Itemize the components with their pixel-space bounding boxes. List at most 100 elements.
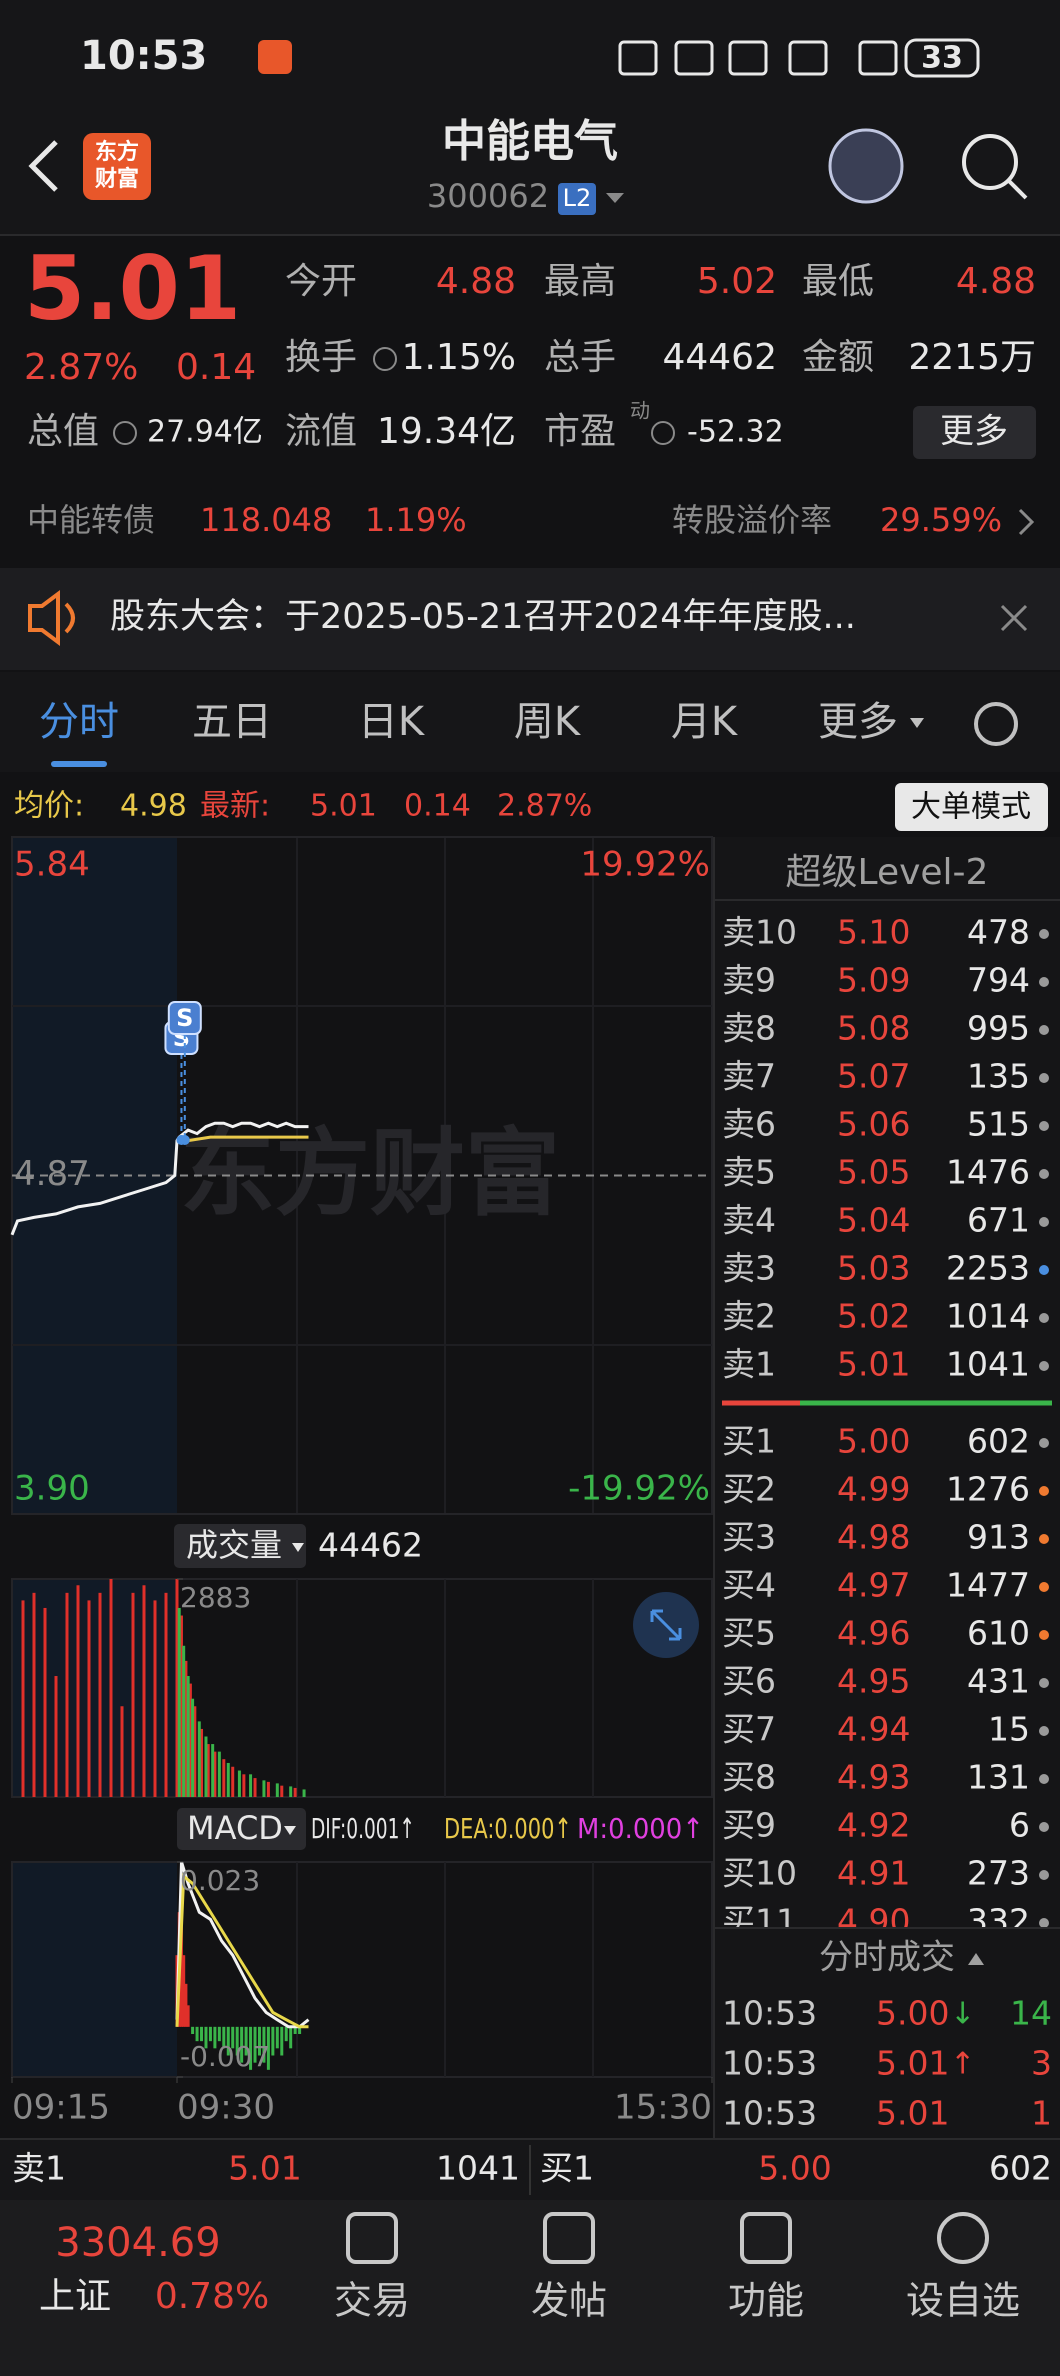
macd-bar	[231, 2026, 235, 2049]
tabs-0[interactable]: 分时	[39, 699, 119, 745]
volume-bar	[182, 1645, 186, 1797]
summary-avg: 4.98	[120, 789, 187, 824]
bond-premium: 29.59%	[880, 501, 1002, 539]
volume-bar	[204, 1736, 208, 1797]
macd-selector[interactable]	[177, 1808, 306, 1850]
order-book-asks-0-price: 5.10	[837, 913, 910, 952]
order-book-bids-7-price: 4.93	[837, 1758, 910, 1797]
nav-items-2[interactable]: 功能	[728, 2279, 804, 2323]
mode-button[interactable]	[895, 783, 1048, 831]
trades-rows-0-volume: 14	[1010, 1994, 1052, 2033]
back-button[interactable]	[28, 140, 58, 192]
order-book-bids-1-volume: 1276	[946, 1470, 1030, 1509]
nav-index-value[interactable]: 3304.69	[55, 2220, 220, 2266]
assistant-avatar[interactable]	[828, 128, 904, 204]
volume-bar	[65, 1592, 69, 1797]
expand-icon	[650, 1609, 682, 1641]
order-book-bids-8-label: 买9	[722, 1806, 776, 1845]
order-book-bids-0-volume: 602	[967, 1422, 1030, 1461]
volume-bar	[43, 1607, 47, 1797]
tabs-1[interactable]: 五日	[192, 699, 272, 745]
order-book-bids-6-volume: 15	[988, 1710, 1030, 1749]
chart-frame	[11, 1578, 713, 1798]
quote-change: 0.14	[176, 347, 256, 388]
order-dot	[1039, 1217, 1049, 1227]
volume-selector[interactable]	[174, 1524, 306, 1568]
order-book-asks-2-volume: 995	[967, 1009, 1030, 1048]
order-book-asks-7-volume: 2253	[946, 1249, 1030, 1288]
order-book-asks-2-price: 5.08	[837, 1009, 910, 1048]
signal-5g-icon	[788, 40, 828, 76]
bond-arrow[interactable]	[1018, 508, 1035, 536]
volume-bar	[109, 1579, 113, 1797]
trades-title: 分时成交	[819, 1938, 955, 1978]
tabs-4[interactable]: 月K	[671, 699, 739, 745]
volume-chart-total: 44462	[318, 1526, 423, 1565]
order-book-bids-9-volume: 273	[967, 1854, 1030, 1893]
bottom-bar-ask-volume: 1041	[436, 2149, 520, 2188]
price-chart-yticks-1: 4.87	[14, 1154, 90, 1194]
nav-bg	[0, 2200, 1060, 2376]
price-chart-markers-1-label: S	[176, 1004, 193, 1032]
trades-rows-0-time: 10:53	[722, 1994, 817, 2033]
trades-rows-1-price: 5.01	[876, 2044, 949, 2083]
price-chart-xticks-2-label: 15:30	[614, 2088, 712, 2128]
signal-icon	[618, 40, 658, 76]
volume-bar	[193, 1706, 197, 1797]
macd-chart-dea-label: DEA:0.000↑	[444, 1812, 572, 1845]
macd-bar	[191, 2026, 195, 2034]
search-button[interactable]	[962, 134, 1018, 190]
status-bar-battery: 33	[921, 41, 963, 76]
signal-marker	[167, 1001, 202, 1035]
order-dot	[1039, 929, 1049, 939]
order-book-asks-0-volume: 478	[967, 913, 1030, 952]
quote-fields-5-value: 2215万	[908, 337, 1036, 378]
order-book-asks-2-label: 卖8	[722, 1009, 776, 1048]
order-book-bids-3-label: 买4	[722, 1566, 776, 1605]
tabs-3[interactable]: 周K	[514, 699, 582, 745]
nfc-icon	[674, 40, 714, 76]
header-logo-0: 东方	[95, 139, 139, 165]
order-book-asks-9-label: 卖1	[722, 1345, 776, 1384]
order-book-bids-9-label: 买10	[722, 1854, 797, 1893]
trades-rows-1-time: 10:53	[722, 2044, 817, 2083]
nav-items-1[interactable]: 发帖	[531, 2279, 607, 2323]
tabs-5[interactable]: 更多	[818, 699, 898, 745]
order-book-asks-9-volume: 1041	[946, 1345, 1030, 1384]
quote-fields-6-label: 总值	[27, 411, 99, 452]
macd-bar	[249, 2026, 253, 2070]
status-bar-time: 10:53	[80, 33, 207, 79]
more-button[interactable]	[913, 406, 1036, 459]
quote-fields-1-value: 5.02	[697, 261, 777, 302]
order-book-asks-1-price: 5.09	[837, 961, 910, 1000]
bond-name: 中能转债	[27, 501, 155, 539]
volume-bar	[206, 1744, 210, 1797]
order-dot	[1039, 1121, 1049, 1131]
macd-bar	[298, 2026, 302, 2034]
macd-bar	[253, 2026, 257, 2063]
order-book-bids-2-price: 4.98	[837, 1518, 910, 1557]
price-chart-xticks-0-label: 09:15	[12, 2088, 110, 2128]
macd-chart-dif-label: DIF:0.001↑	[311, 1812, 415, 1845]
order-book-asks-8-volume: 1014	[946, 1297, 1030, 1336]
macd-bar	[284, 2026, 288, 2042]
settings-button[interactable]	[974, 702, 1018, 746]
order-book-bids-4-label: 买5	[722, 1614, 776, 1653]
notice-close[interactable]	[1000, 604, 1028, 632]
tabs-2[interactable]: 日K	[358, 699, 426, 745]
order-book-asks-3-price: 5.07	[837, 1057, 910, 1096]
summary-last-label: 最新:	[200, 789, 270, 824]
volume-bar	[249, 1774, 253, 1797]
tabs-bg	[0, 672, 1060, 772]
trades-rows-1-volume: 3	[1031, 2044, 1052, 2083]
nav-items-3[interactable]: 设自选	[906, 2279, 1020, 2323]
volume-bar	[226, 1762, 230, 1797]
app-icon	[258, 40, 292, 74]
volume-bar	[211, 1744, 215, 1797]
volume-bar	[153, 1600, 157, 1797]
nav-items-0[interactable]: 交易	[334, 2279, 410, 2323]
volume-chart-yticks-0: 2883	[180, 1581, 251, 1614]
quote-change-pct: 2.87%	[24, 347, 138, 388]
battery-outline	[904, 38, 980, 78]
